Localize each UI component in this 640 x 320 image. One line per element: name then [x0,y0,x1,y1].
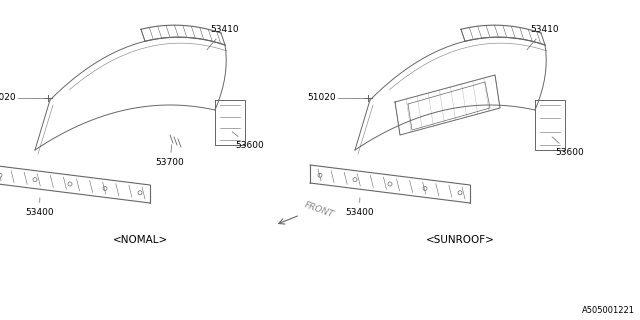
Text: 53410: 53410 [207,25,239,50]
Text: 53600: 53600 [232,132,264,150]
Text: FRONT: FRONT [303,201,335,220]
Text: <SUNROOF>: <SUNROOF> [426,235,495,245]
Text: 53600: 53600 [552,137,584,157]
Text: 51020: 51020 [0,93,16,102]
Text: <NOMAL>: <NOMAL> [113,235,168,245]
Text: 53700: 53700 [156,145,184,167]
Text: A505001221: A505001221 [582,306,635,315]
Text: 53400: 53400 [25,198,54,217]
Text: 53410: 53410 [527,25,559,50]
Text: 53400: 53400 [345,198,374,217]
Text: 51020: 51020 [307,93,336,102]
